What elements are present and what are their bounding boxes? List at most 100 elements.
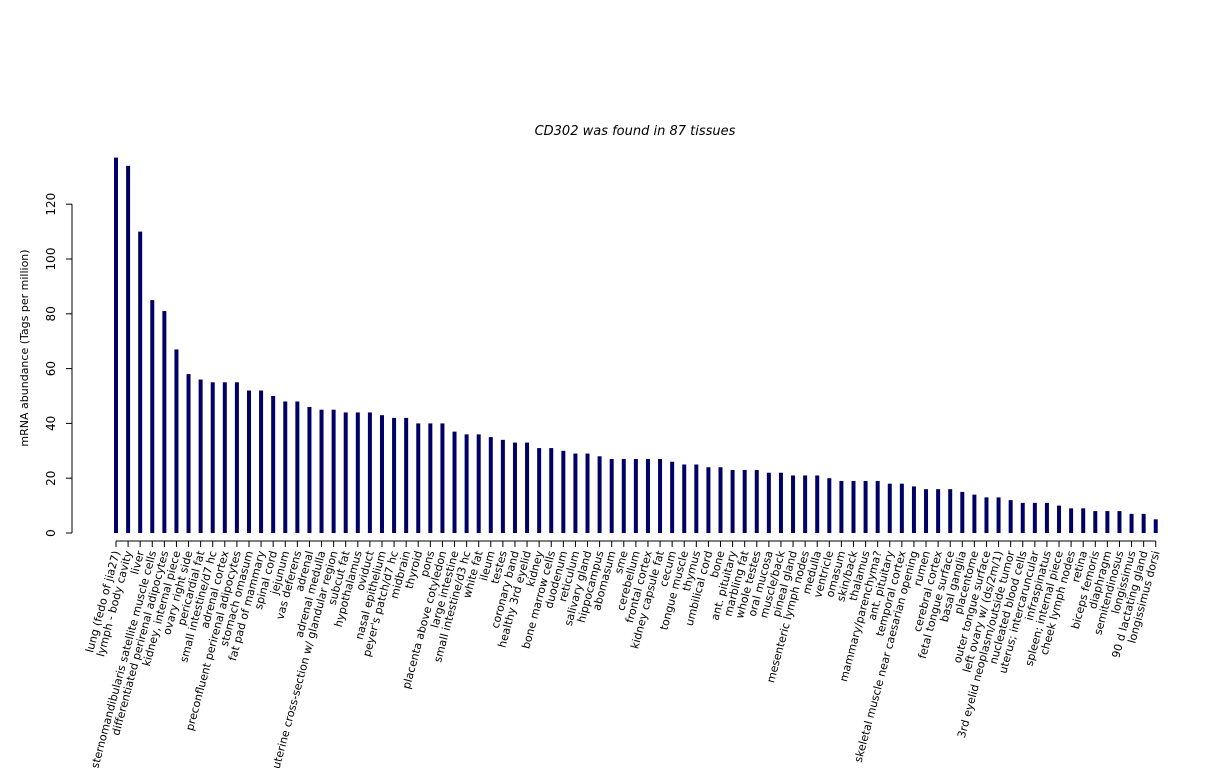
y-tick-label: 100 — [44, 248, 58, 271]
bar — [464, 434, 469, 533]
bar — [476, 434, 481, 533]
y-tick-label: 40 — [44, 416, 58, 431]
bar — [742, 469, 747, 533]
bar — [766, 472, 771, 533]
y-axis-label: mRNA abundance (Tags per million) — [18, 249, 31, 446]
bar — [960, 491, 965, 533]
bar — [1153, 519, 1158, 533]
bar — [1032, 502, 1037, 533]
bar — [283, 401, 288, 533]
bar — [875, 480, 880, 533]
bar — [379, 415, 384, 533]
y-tick-label: 80 — [44, 306, 58, 321]
bar — [573, 453, 578, 533]
bar — [186, 374, 191, 533]
bar — [791, 475, 796, 533]
bar — [440, 423, 445, 533]
bar — [343, 412, 348, 533]
bar — [1008, 500, 1013, 533]
bar — [234, 382, 239, 533]
bar — [948, 489, 953, 533]
bar — [114, 157, 118, 533]
bar — [525, 442, 530, 533]
bar — [815, 475, 820, 533]
y-tick-label: 60 — [44, 361, 58, 376]
bar — [1081, 508, 1086, 533]
bar — [537, 448, 542, 533]
bar — [633, 459, 638, 533]
bar — [210, 382, 215, 533]
bar — [682, 464, 687, 533]
bar — [621, 459, 626, 533]
bar — [150, 300, 155, 533]
bar — [645, 459, 650, 533]
bar — [1129, 513, 1134, 533]
bar — [585, 453, 590, 533]
bar — [355, 412, 360, 533]
bar — [500, 439, 505, 533]
bar — [1141, 513, 1146, 533]
bar — [609, 459, 614, 533]
chart-title: CD302 was found in 87 tissues — [535, 124, 736, 139]
bar — [404, 417, 409, 533]
bar — [984, 497, 989, 533]
bar — [1057, 505, 1062, 533]
bar — [1093, 511, 1098, 533]
bar — [863, 480, 868, 533]
bar — [658, 459, 663, 533]
bars — [114, 157, 1158, 533]
bar — [827, 478, 832, 533]
bar — [126, 165, 131, 533]
bar — [839, 480, 844, 533]
bar — [452, 431, 457, 533]
bar — [512, 442, 517, 533]
bar — [549, 448, 554, 533]
x-axis: lung (fedo of jia27)lymph - body cavityl… — [83, 540, 1163, 768]
y-tick-label: 20 — [44, 471, 58, 486]
x-tick-label: sme — [612, 549, 631, 575]
bar — [1044, 502, 1049, 533]
bar — [996, 497, 1001, 533]
bar — [887, 483, 892, 533]
bar — [416, 423, 421, 533]
bar — [259, 390, 264, 533]
bar — [936, 489, 941, 533]
x-tick-label: liver — [128, 549, 147, 576]
bar — [670, 461, 675, 533]
bar — [246, 390, 251, 533]
bar — [428, 423, 433, 533]
bar — [851, 480, 856, 533]
bar — [1105, 511, 1110, 533]
y-axis: 0 20 40 60 80 100 120 — [44, 193, 73, 537]
bar — [307, 406, 312, 533]
bar — [899, 483, 904, 533]
bar — [1020, 502, 1025, 533]
bar — [730, 469, 735, 533]
bar — [392, 417, 397, 533]
bar — [198, 379, 203, 533]
bar — [222, 382, 227, 533]
bar — [1117, 511, 1122, 533]
bar — [319, 409, 324, 533]
y-tick-label: 0 — [44, 529, 58, 537]
bar — [561, 450, 566, 533]
bar — [295, 401, 300, 533]
bar — [694, 464, 699, 533]
bar — [138, 231, 143, 533]
bar — [754, 469, 759, 533]
bar — [911, 486, 916, 533]
bar — [924, 489, 929, 533]
bar — [162, 311, 167, 533]
bar — [803, 475, 808, 533]
bar — [597, 456, 602, 533]
bar — [488, 437, 493, 533]
bar — [367, 412, 372, 533]
bar — [706, 467, 711, 533]
bar — [331, 409, 336, 533]
bar — [718, 467, 723, 533]
bar — [778, 472, 783, 533]
y-tick-label: 120 — [44, 193, 58, 216]
bar — [1069, 508, 1074, 533]
bar — [174, 349, 179, 533]
